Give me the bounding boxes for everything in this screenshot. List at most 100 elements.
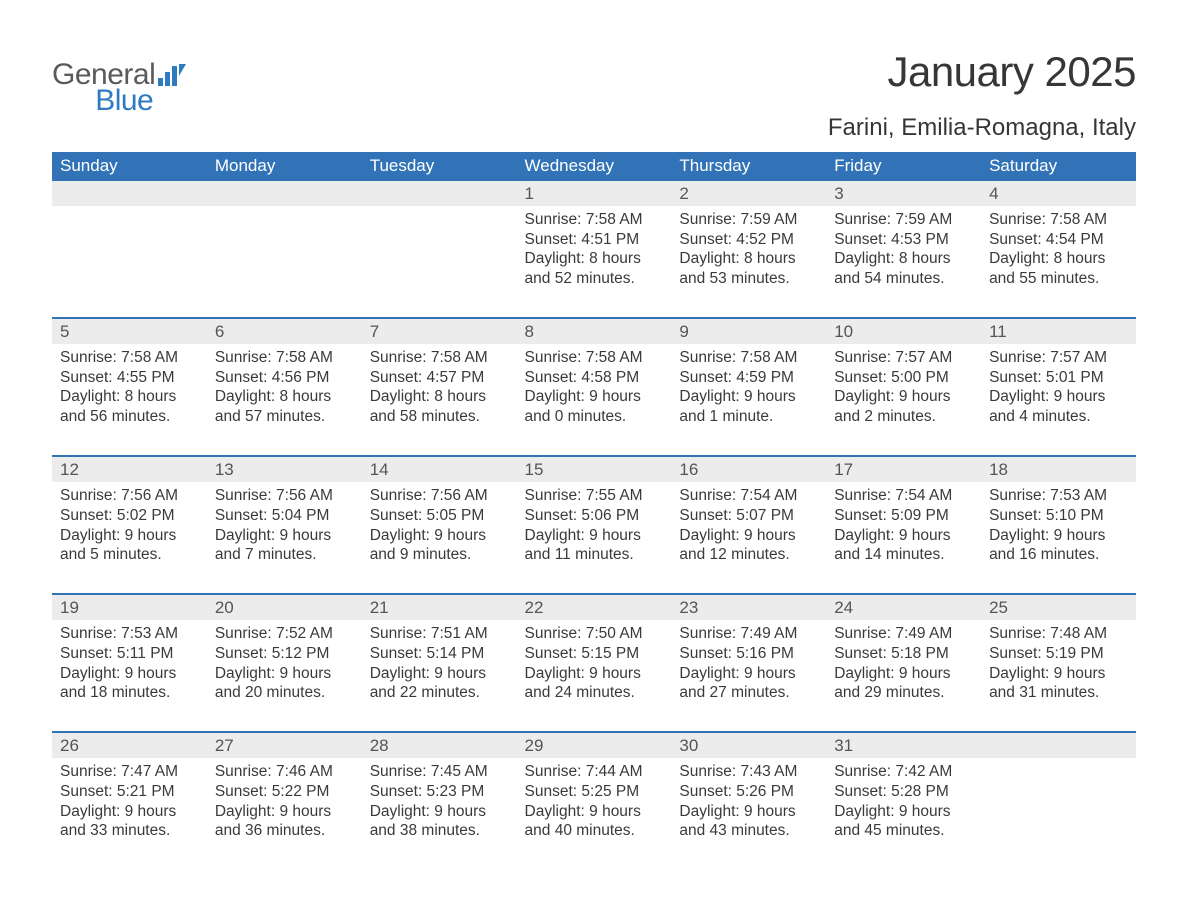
- day-sunset: Sunset: 5:01 PM: [989, 368, 1128, 388]
- day-sunset: Sunset: 4:51 PM: [525, 230, 664, 250]
- week-detail-row: Sunrise: 7:58 AMSunset: 4:51 PMDaylight:…: [52, 206, 1136, 318]
- day-number-cell: [207, 181, 362, 206]
- day-daylight1: Daylight: 9 hours: [525, 664, 664, 684]
- day-detail-cell: Sunrise: 7:53 AMSunset: 5:10 PMDaylight:…: [981, 482, 1136, 594]
- day-sunrise: Sunrise: 7:54 AM: [834, 486, 973, 506]
- day-detail-cell: Sunrise: 7:53 AMSunset: 5:11 PMDaylight:…: [52, 620, 207, 732]
- day-detail-cell: Sunrise: 7:58 AMSunset: 4:55 PMDaylight:…: [52, 344, 207, 456]
- day-daylight1: Daylight: 9 hours: [60, 664, 199, 684]
- day-daylight1: Daylight: 9 hours: [989, 526, 1128, 546]
- page-title: January 2025: [828, 48, 1136, 96]
- day-number-cell: 9: [671, 318, 826, 344]
- day-daylight2: and 55 minutes.: [989, 269, 1128, 289]
- day-sunset: Sunset: 5:11 PM: [60, 644, 199, 664]
- day-detail-cell: Sunrise: 7:50 AMSunset: 5:15 PMDaylight:…: [517, 620, 672, 732]
- day-daylight2: and 45 minutes.: [834, 821, 973, 841]
- day-daylight1: Daylight: 9 hours: [525, 802, 664, 822]
- day-sunset: Sunset: 5:10 PM: [989, 506, 1128, 526]
- day-daylight1: Daylight: 9 hours: [525, 387, 664, 407]
- day-daylight2: and 1 minute.: [679, 407, 818, 427]
- day-sunrise: Sunrise: 7:59 AM: [679, 210, 818, 230]
- day-sunset: Sunset: 5:18 PM: [834, 644, 973, 664]
- weekday-header: Wednesday: [517, 152, 672, 181]
- day-sunrise: Sunrise: 7:49 AM: [834, 624, 973, 644]
- day-daylight2: and 54 minutes.: [834, 269, 973, 289]
- day-daylight1: Daylight: 9 hours: [215, 664, 354, 684]
- weekday-header: Saturday: [981, 152, 1136, 181]
- day-daylight2: and 56 minutes.: [60, 407, 199, 427]
- day-number-cell: 10: [826, 318, 981, 344]
- day-daylight1: Daylight: 9 hours: [834, 526, 973, 546]
- day-daylight2: and 33 minutes.: [60, 821, 199, 841]
- day-sunset: Sunset: 5:00 PM: [834, 368, 973, 388]
- day-sunset: Sunset: 5:28 PM: [834, 782, 973, 802]
- weekday-header: Friday: [826, 152, 981, 181]
- day-daylight1: Daylight: 8 hours: [215, 387, 354, 407]
- day-sunset: Sunset: 5:12 PM: [215, 644, 354, 664]
- day-number-cell: 5: [52, 318, 207, 344]
- day-number-cell: 7: [362, 318, 517, 344]
- day-sunset: Sunset: 4:58 PM: [525, 368, 664, 388]
- weekday-header-row: Sunday Monday Tuesday Wednesday Thursday…: [52, 152, 1136, 181]
- day-detail-cell: Sunrise: 7:56 AMSunset: 5:04 PMDaylight:…: [207, 482, 362, 594]
- day-daylight2: and 40 minutes.: [525, 821, 664, 841]
- day-detail-cell: Sunrise: 7:49 AMSunset: 5:16 PMDaylight:…: [671, 620, 826, 732]
- day-number-cell: 2: [671, 181, 826, 206]
- day-detail-cell: Sunrise: 7:48 AMSunset: 5:19 PMDaylight:…: [981, 620, 1136, 732]
- day-number-cell: 8: [517, 318, 672, 344]
- day-daylight2: and 18 minutes.: [60, 683, 199, 703]
- day-sunrise: Sunrise: 7:53 AM: [989, 486, 1128, 506]
- day-detail-cell: Sunrise: 7:58 AMSunset: 4:56 PMDaylight:…: [207, 344, 362, 456]
- day-number-cell: 17: [826, 456, 981, 482]
- day-daylight2: and 11 minutes.: [525, 545, 664, 565]
- day-number-cell: 14: [362, 456, 517, 482]
- day-sunrise: Sunrise: 7:42 AM: [834, 762, 973, 782]
- day-sunrise: Sunrise: 7:53 AM: [60, 624, 199, 644]
- day-detail-cell: Sunrise: 7:43 AMSunset: 5:26 PMDaylight:…: [671, 758, 826, 869]
- day-number-cell: 21: [362, 594, 517, 620]
- day-daylight2: and 9 minutes.: [370, 545, 509, 565]
- day-sunrise: Sunrise: 7:47 AM: [60, 762, 199, 782]
- day-sunrise: Sunrise: 7:55 AM: [525, 486, 664, 506]
- day-number-cell: 19: [52, 594, 207, 620]
- day-number-cell: 22: [517, 594, 672, 620]
- day-number-cell: [362, 181, 517, 206]
- week-detail-row: Sunrise: 7:53 AMSunset: 5:11 PMDaylight:…: [52, 620, 1136, 732]
- day-detail-cell: Sunrise: 7:58 AMSunset: 4:51 PMDaylight:…: [517, 206, 672, 318]
- day-number-cell: 28: [362, 732, 517, 758]
- day-sunset: Sunset: 5:26 PM: [679, 782, 818, 802]
- calendar-table: Sunday Monday Tuesday Wednesday Thursday…: [52, 152, 1136, 869]
- day-sunrise: Sunrise: 7:59 AM: [834, 210, 973, 230]
- day-daylight2: and 12 minutes.: [679, 545, 818, 565]
- day-number-cell: 24: [826, 594, 981, 620]
- day-daylight2: and 22 minutes.: [370, 683, 509, 703]
- day-daylight1: Daylight: 9 hours: [370, 802, 509, 822]
- day-sunset: Sunset: 5:22 PM: [215, 782, 354, 802]
- day-daylight2: and 52 minutes.: [525, 269, 664, 289]
- day-sunrise: Sunrise: 7:50 AM: [525, 624, 664, 644]
- day-daylight1: Daylight: 9 hours: [679, 664, 818, 684]
- day-daylight2: and 57 minutes.: [215, 407, 354, 427]
- day-daylight1: Daylight: 9 hours: [834, 387, 973, 407]
- day-daylight2: and 24 minutes.: [525, 683, 664, 703]
- day-daylight2: and 53 minutes.: [679, 269, 818, 289]
- day-detail-cell: Sunrise: 7:57 AMSunset: 5:00 PMDaylight:…: [826, 344, 981, 456]
- day-daylight2: and 0 minutes.: [525, 407, 664, 427]
- day-number-cell: 6: [207, 318, 362, 344]
- logo-chart-icon: [158, 64, 186, 86]
- day-detail-cell: Sunrise: 7:59 AMSunset: 4:52 PMDaylight:…: [671, 206, 826, 318]
- day-daylight2: and 2 minutes.: [834, 407, 973, 427]
- day-sunset: Sunset: 5:07 PM: [679, 506, 818, 526]
- day-daylight2: and 20 minutes.: [215, 683, 354, 703]
- day-sunset: Sunset: 5:14 PM: [370, 644, 509, 664]
- day-sunset: Sunset: 4:53 PM: [834, 230, 973, 250]
- day-number-cell: 18: [981, 456, 1136, 482]
- day-sunrise: Sunrise: 7:49 AM: [679, 624, 818, 644]
- day-sunrise: Sunrise: 7:58 AM: [370, 348, 509, 368]
- day-sunrise: Sunrise: 7:58 AM: [215, 348, 354, 368]
- day-sunrise: Sunrise: 7:56 AM: [370, 486, 509, 506]
- day-number-cell: 13: [207, 456, 362, 482]
- day-sunset: Sunset: 5:15 PM: [525, 644, 664, 664]
- day-sunrise: Sunrise: 7:45 AM: [370, 762, 509, 782]
- header: General Blue January 2025 Farini, Emilia…: [52, 48, 1136, 142]
